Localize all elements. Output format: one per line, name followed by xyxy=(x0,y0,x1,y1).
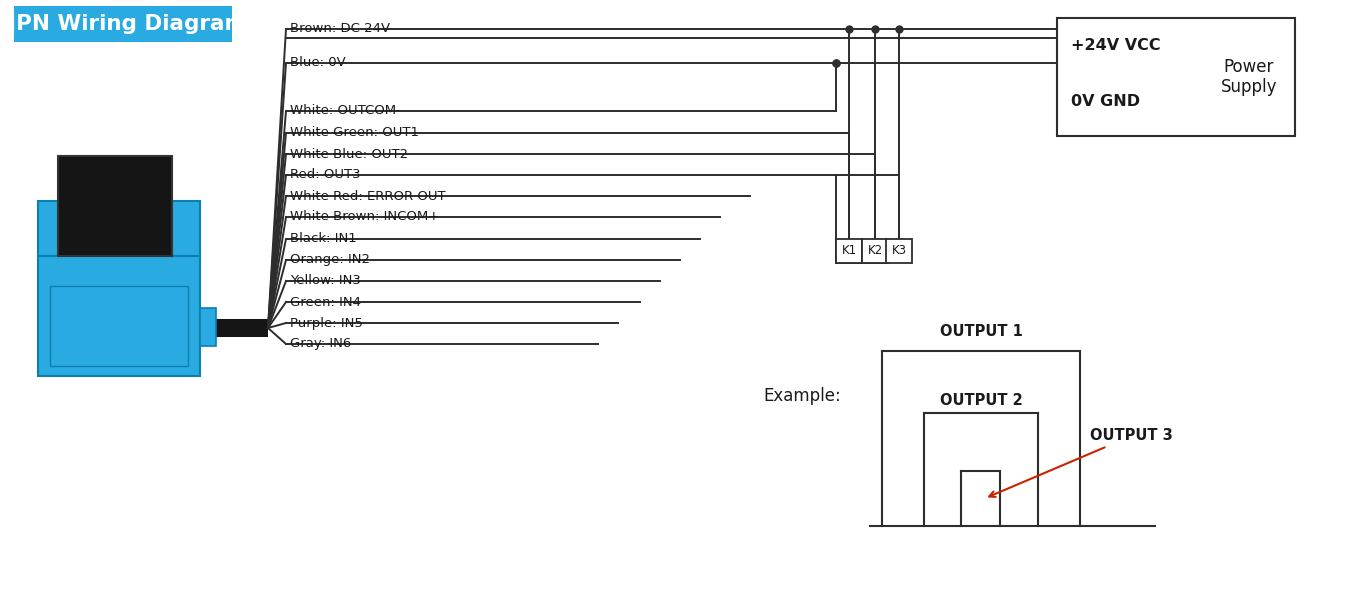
Text: Power
Supply: Power Supply xyxy=(1221,57,1277,96)
Text: Blue: 0V: Blue: 0V xyxy=(291,57,345,70)
Text: K2: K2 xyxy=(868,245,883,258)
Text: White Brown: INCOM+: White Brown: INCOM+ xyxy=(291,210,439,223)
Text: OUTPUT 1: OUTPUT 1 xyxy=(940,324,1023,339)
Bar xyxy=(1057,18,1294,136)
Bar xyxy=(836,239,862,263)
Text: Example:: Example: xyxy=(762,387,840,405)
Text: White Red: ERROR OUT: White Red: ERROR OUT xyxy=(291,190,446,203)
Text: Yellow: IN3: Yellow: IN3 xyxy=(291,274,361,287)
Text: K1: K1 xyxy=(842,245,857,258)
Text: White Green: OUT1: White Green: OUT1 xyxy=(291,126,419,139)
Text: White Blue: OUT2: White Blue: OUT2 xyxy=(291,148,408,161)
Bar xyxy=(14,6,232,42)
Text: OUTPUT 2: OUTPUT 2 xyxy=(940,393,1023,408)
Text: +24V VCC: +24V VCC xyxy=(1071,38,1161,54)
Bar xyxy=(201,308,216,346)
Text: 0V GND: 0V GND xyxy=(1071,95,1140,109)
Text: Red: OUT3: Red: OUT3 xyxy=(291,168,360,181)
Text: NPN Wiring Diagram: NPN Wiring Diagram xyxy=(0,14,247,34)
Text: White: OUTCOM-: White: OUTCOM- xyxy=(291,105,401,118)
Text: Black: IN1: Black: IN1 xyxy=(291,232,357,245)
Text: Purple: IN5: Purple: IN5 xyxy=(291,317,363,330)
Text: K3: K3 xyxy=(892,245,907,258)
Text: Green: IN4: Green: IN4 xyxy=(291,296,361,309)
Text: Orange: IN2: Orange: IN2 xyxy=(291,254,370,267)
Bar xyxy=(887,239,913,263)
Bar xyxy=(59,156,172,256)
Text: Gray: IN6: Gray: IN6 xyxy=(291,337,352,350)
Text: Brown: DC 24V: Brown: DC 24V xyxy=(291,22,390,35)
Bar xyxy=(38,201,201,376)
Bar xyxy=(862,239,888,263)
Bar xyxy=(50,286,188,366)
Text: OUTPUT 3: OUTPUT 3 xyxy=(989,428,1173,497)
